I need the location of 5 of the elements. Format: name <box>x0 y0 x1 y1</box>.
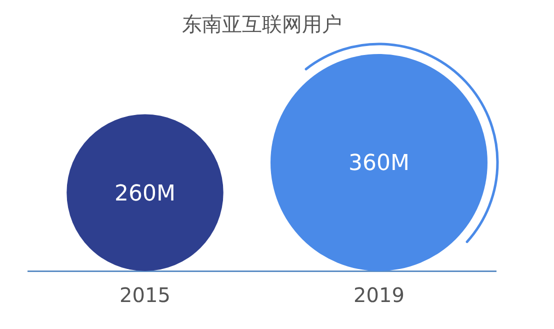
category-label: 2019 <box>354 283 404 308</box>
category-label: 2015 <box>120 283 170 308</box>
data-label: 260M <box>114 181 176 206</box>
text: 东南亚互联网用户 <box>182 12 342 36</box>
data-label: 360M <box>348 151 410 176</box>
